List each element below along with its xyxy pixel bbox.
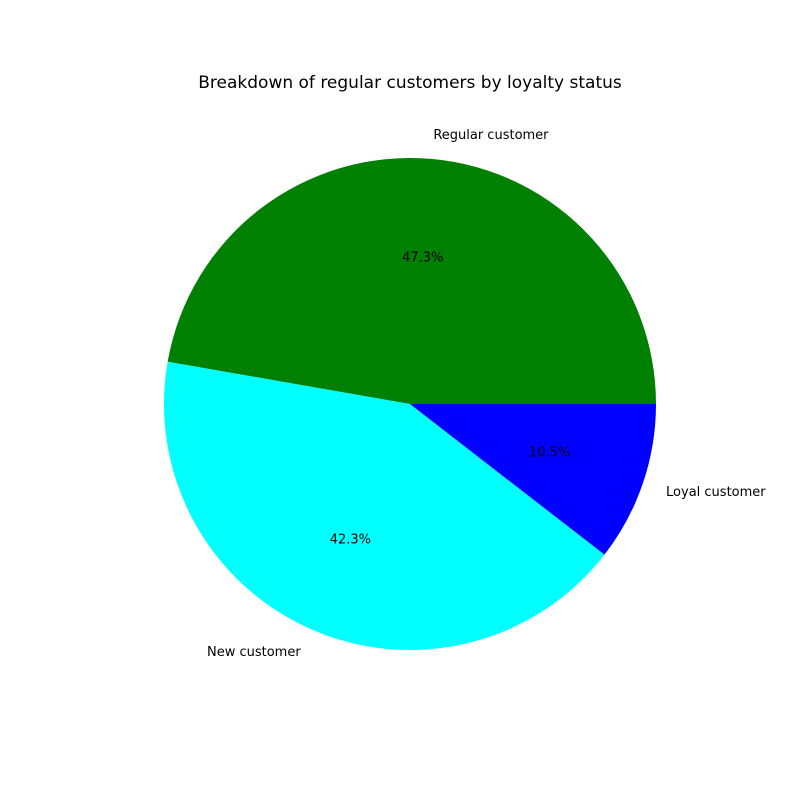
pie-slice-regular-customer xyxy=(167,158,656,404)
pie-slice-loyal-customer xyxy=(410,404,656,555)
pie-labels: 47.3% Regular customer 42.3% New customer 10… xyxy=(207,128,766,660)
pct-label-regular-customer: 47.3% xyxy=(402,250,443,265)
pie-slice-new-customer xyxy=(164,361,605,650)
pct-label-loyal-customer: 10.5% xyxy=(529,445,570,460)
pct-label-new-customer: 42.3% xyxy=(330,533,371,548)
slice-label-new-customer: New customer xyxy=(207,645,301,660)
slice-label-regular-customer: Regular customer xyxy=(433,128,549,143)
chart-title: Breakdown of regular customers by loyalt… xyxy=(198,73,622,93)
pie-slices xyxy=(164,158,656,650)
slice-label-loyal-customer: Loyal customer xyxy=(666,485,766,500)
